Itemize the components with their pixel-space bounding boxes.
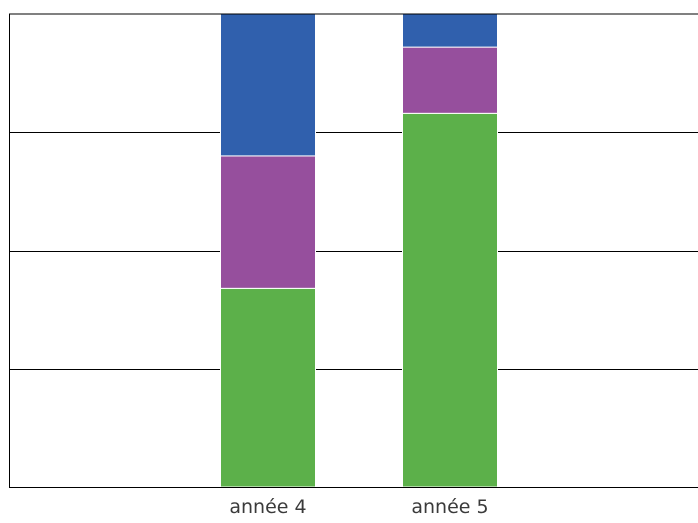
x-tick-label: année 4 (229, 496, 306, 518)
bars (220, 13, 498, 488)
x-axis-tick-labels: année 4 année 5 (229, 496, 488, 518)
x-tick-label: année 5 (411, 496, 488, 518)
bar-segment-1-3 (220, 13, 316, 157)
plot-frame (9, 13, 698, 488)
bar-segment-1-2 (220, 155, 316, 289)
bar-segment-2-1 (402, 112, 498, 488)
gridlines (9, 132, 698, 370)
bar-segment-1-1 (220, 287, 316, 488)
bar-segment-2-3 (402, 13, 498, 48)
bar-segment-2-2 (402, 46, 498, 114)
